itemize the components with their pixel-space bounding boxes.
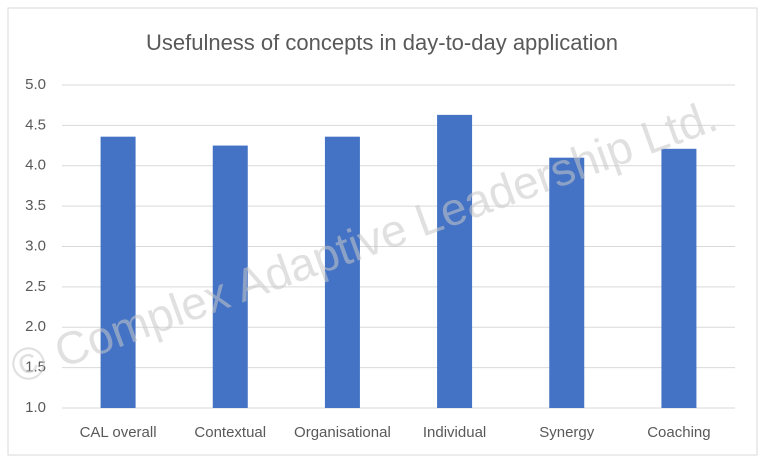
y-tick-label: 2.0: [25, 318, 46, 335]
y-tick-label: 1.5: [25, 359, 46, 376]
bar: [549, 157, 585, 408]
bar: [324, 136, 360, 408]
x-tick-label: Individual: [423, 424, 486, 441]
chart-title: Usefulness of concepts in day-to-day app…: [146, 30, 618, 55]
y-tick-label: 4.0: [25, 157, 46, 174]
bar: [212, 145, 248, 408]
x-tick-label: Coaching: [647, 424, 710, 441]
y-tick-label: 3.0: [25, 237, 46, 254]
y-tick-label: 5.0: [25, 76, 46, 93]
bar: [661, 148, 697, 409]
y-tick-label: 4.5: [25, 116, 46, 133]
y-tick-label: 1.0: [25, 399, 46, 416]
bar: [100, 136, 136, 408]
bar: [437, 114, 473, 408]
x-tick-label: CAL overall: [80, 424, 157, 441]
x-tick-label: Organisational: [294, 424, 391, 441]
x-tick-label: Synergy: [539, 424, 595, 441]
x-tick-label: Contextual: [194, 424, 266, 441]
y-tick-label: 2.5: [25, 278, 46, 295]
y-tick-label: 3.5: [25, 197, 46, 214]
